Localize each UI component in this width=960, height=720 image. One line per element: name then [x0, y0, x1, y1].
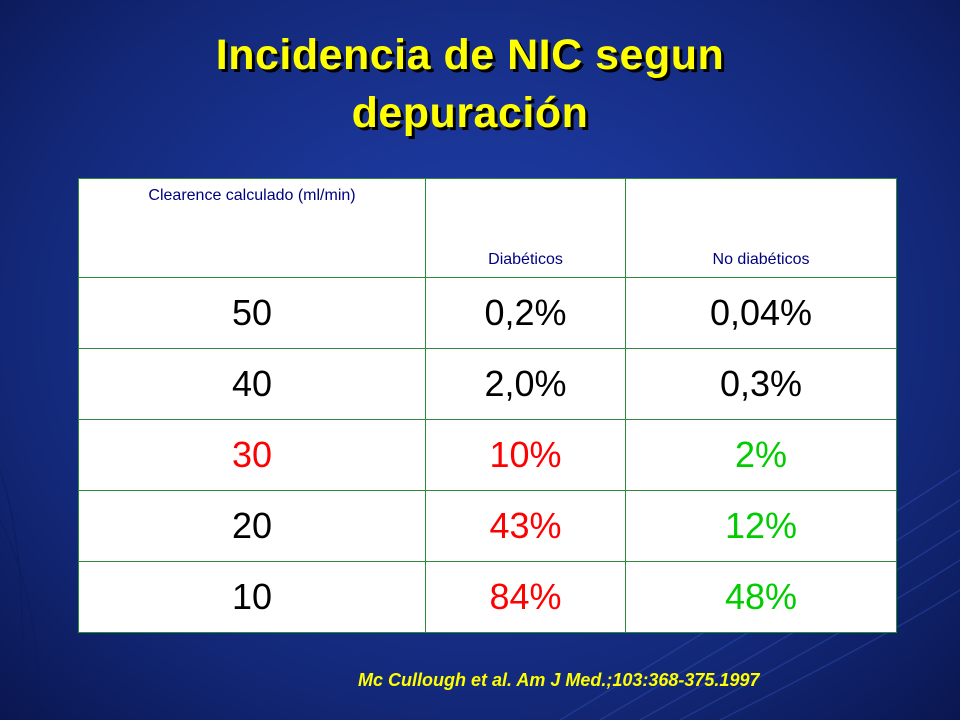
- table-row: 40 2,0% 0,3%: [78, 348, 897, 420]
- header-diabeticos: Diabéticos: [425, 178, 626, 278]
- cell-diabeticos: 2,0%: [425, 348, 626, 420]
- cell-clearance: 50: [78, 277, 426, 349]
- cell-no-diabeticos: 48%: [625, 561, 897, 633]
- cell-clearance: 20: [78, 490, 426, 562]
- header-clearance: Clearence calculado (ml/min): [78, 178, 426, 278]
- cell-no-diabeticos: 0,3%: [625, 348, 897, 420]
- slide-title-line-1: Incidencia de NIC segun: [215, 31, 725, 79]
- table-row: 30 10% 2%: [78, 419, 897, 491]
- cell-diabeticos: 43%: [425, 490, 626, 562]
- table-header-row: Clearence calculado (ml/min) Diabéticos …: [78, 178, 897, 278]
- slide-title-line-2: depuración: [351, 89, 589, 137]
- cell-no-diabeticos: 12%: [625, 490, 897, 562]
- citation: Mc Cullough et al. Am J Med.;103:368-375…: [358, 670, 760, 690]
- cell-clearance: 30: [78, 419, 426, 491]
- table-row: 20 43% 12%: [78, 490, 897, 562]
- cell-clearance: 10: [78, 561, 426, 633]
- cell-no-diabeticos: 2%: [625, 419, 897, 491]
- header-no-diabeticos: No diabéticos: [625, 178, 897, 278]
- cell-clearance: 40: [78, 348, 426, 420]
- cell-no-diabeticos: 0,04%: [625, 277, 897, 349]
- table-row: 10 84% 48%: [78, 561, 897, 633]
- incidence-table: Clearence calculado (ml/min) Diabéticos …: [78, 178, 897, 633]
- cell-diabeticos: 10%: [425, 419, 626, 491]
- table-row: 50 0,2% 0,04%: [78, 277, 897, 349]
- slide-title: Incidencia de NIC segun depuración: [80, 26, 860, 142]
- cell-diabeticos: 84%: [425, 561, 626, 633]
- cell-diabeticos: 0,2%: [425, 277, 626, 349]
